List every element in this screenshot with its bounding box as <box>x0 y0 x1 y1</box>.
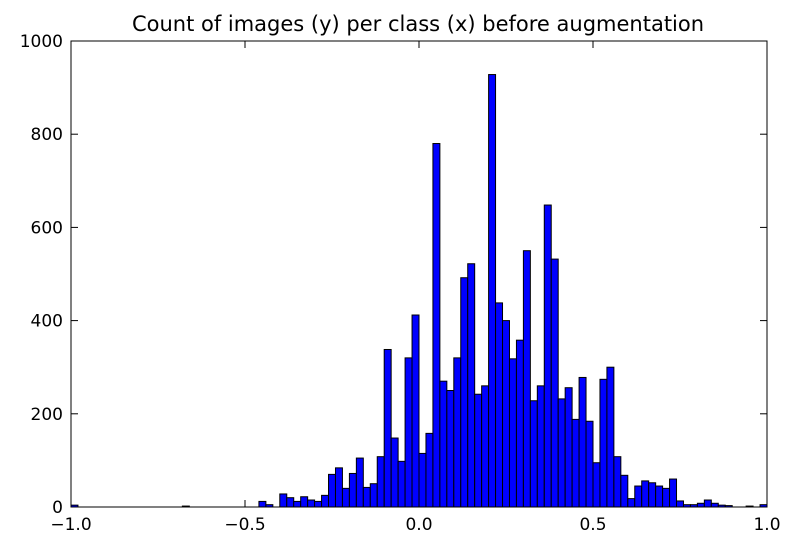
histogram-bar <box>662 487 671 508</box>
histogram-bar <box>307 499 316 508</box>
histogram-bar <box>578 376 587 508</box>
histogram-bar <box>620 474 629 508</box>
y-tick-label: 400 <box>31 312 63 332</box>
histogram-bar <box>696 502 705 508</box>
histogram-bar <box>258 500 267 508</box>
x-tick-label: −1.0 <box>50 515 91 535</box>
histogram-bar <box>460 277 469 508</box>
histogram-bar <box>425 432 434 508</box>
histogram-bar <box>502 320 510 508</box>
histogram-bar <box>432 143 441 508</box>
histogram-bar <box>355 457 364 508</box>
histogram-bar <box>606 366 615 508</box>
histogram-bar <box>676 500 684 508</box>
histogram-bar <box>446 390 455 508</box>
y-tick-label: 800 <box>31 125 63 145</box>
histogram-bar <box>508 358 517 508</box>
histogram-bar <box>703 499 712 508</box>
histogram-bar <box>627 498 636 508</box>
bars-group <box>70 74 768 508</box>
histogram-bar <box>369 483 378 508</box>
histogram-bar <box>411 314 420 508</box>
histogram-bar <box>488 74 497 508</box>
histogram-bar <box>613 456 622 508</box>
histogram-bar <box>481 385 490 508</box>
x-tick-label: 1.0 <box>753 515 780 535</box>
histogram-bar <box>529 400 538 508</box>
histogram-bar <box>592 462 601 508</box>
x-tick-label: 0.5 <box>579 515 606 535</box>
histogram-bar <box>334 467 343 508</box>
histogram-bar <box>390 437 399 508</box>
histogram-bar <box>404 357 413 508</box>
histogram-bar <box>418 452 427 508</box>
y-tick-label: 0 <box>52 498 63 518</box>
histogram-bar <box>648 482 657 508</box>
histogram-bar <box>279 493 288 508</box>
histogram-bar <box>536 385 545 508</box>
histogram-bar <box>495 302 504 508</box>
histogram-bar <box>314 500 323 508</box>
histogram-bar <box>550 258 559 508</box>
x-tick-label: −0.5 <box>224 515 265 535</box>
histogram-bar <box>564 387 573 508</box>
histogram-bar <box>376 456 385 508</box>
histogram-bar <box>641 480 650 508</box>
histogram-bar <box>557 398 566 508</box>
histogram-bar <box>515 339 524 508</box>
y-tick-label: 1000 <box>20 32 63 52</box>
y-tick-label: 600 <box>31 218 63 238</box>
histogram-bar <box>341 487 350 508</box>
histogram-bar <box>348 472 357 508</box>
histogram-bar <box>439 380 448 508</box>
histogram-bar <box>383 348 392 508</box>
histogram-bar <box>474 393 483 508</box>
histogram-bar <box>655 485 664 508</box>
histogram-bar <box>286 497 295 508</box>
chart-title: Count of images (y) per class (x) before… <box>132 12 704 36</box>
histogram-bar <box>453 357 462 508</box>
x-axis: −1.0 −0.5 0.0 0.5 1.0 <box>50 41 781 535</box>
histogram-bar <box>599 378 608 508</box>
histogram-bar <box>467 263 476 508</box>
histogram-bar <box>328 473 336 508</box>
histogram-bar <box>571 418 580 508</box>
histogram-bar <box>710 502 719 508</box>
histogram-bar <box>362 486 371 508</box>
histogram-bar <box>669 478 678 508</box>
histogram-bar <box>522 250 531 508</box>
histogram-bar <box>543 204 552 508</box>
histogram-bar <box>300 496 309 508</box>
histogram-bar <box>397 460 406 508</box>
y-axis: 0 200 400 600 800 1000 <box>20 32 767 518</box>
histogram-bar <box>321 494 330 508</box>
histogram-bar <box>293 500 302 508</box>
y-tick-label: 200 <box>31 405 63 425</box>
x-tick-label: 0.0 <box>405 515 432 535</box>
histogram-bar <box>585 420 594 508</box>
histogram-bar <box>634 485 643 508</box>
